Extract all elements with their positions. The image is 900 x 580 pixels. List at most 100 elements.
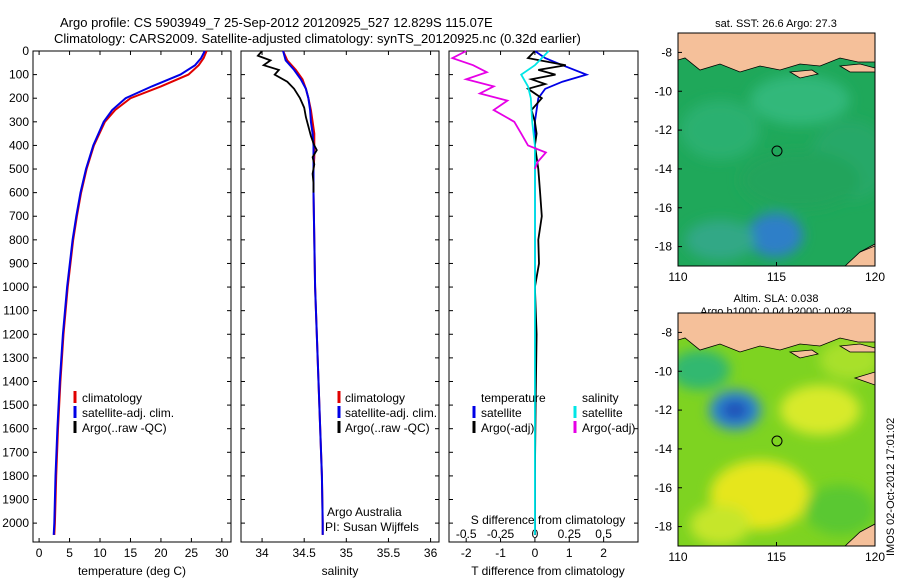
difference-xlabel: T difference from climatology bbox=[471, 564, 625, 578]
legend-label-satellite-s: satellite bbox=[582, 406, 623, 420]
salinity-legend: climatology satellite-adj. clim. Argo(..… bbox=[337, 391, 437, 435]
xtick-label: 5 bbox=[66, 546, 73, 560]
sla-map-axes: 110 115 120 -8 -10 -12 -14 -16 -18 bbox=[655, 325, 886, 564]
temperature-legend: climatology satellite-adj. clim. Argo(..… bbox=[73, 391, 174, 435]
xtick-label: 15 bbox=[124, 546, 138, 560]
xtick-label: -1 bbox=[495, 546, 506, 560]
map-ytick-label: -8 bbox=[661, 325, 672, 339]
ytick-label: 1100 bbox=[3, 304, 29, 318]
map-ytick-label: -10 bbox=[655, 84, 673, 98]
legend-label-argo: Argo(..raw -QC) bbox=[345, 421, 430, 435]
sla-argo-marker bbox=[771, 435, 783, 447]
xtick-label: 10 bbox=[93, 546, 107, 560]
map-xtick-label: 115 bbox=[767, 270, 786, 284]
map-ytick-label: -10 bbox=[655, 364, 673, 378]
series-line-satellite-adj-clim- bbox=[52, 50, 206, 535]
map-ytick-label: -18 bbox=[655, 240, 673, 254]
map-xtick-label: 120 bbox=[865, 270, 885, 284]
series-line-satellite-t bbox=[534, 50, 590, 535]
ytick-label: 700 bbox=[9, 209, 29, 223]
legend-label-satellite: satellite-adj. clim. bbox=[82, 406, 174, 420]
ytick-label: 2000 bbox=[2, 516, 29, 530]
ytick-label: 1200 bbox=[2, 327, 29, 341]
legend-label-satellite: satellite-adj. clim. bbox=[345, 406, 437, 420]
series-line-satellite-s bbox=[520, 50, 550, 535]
ytick-label: 500 bbox=[9, 162, 29, 176]
xtick-s-label: 0.5 bbox=[595, 527, 612, 541]
salinity-xlabel: salinity bbox=[322, 564, 359, 578]
xtick-label: 34 bbox=[255, 546, 269, 560]
sst-map-axes: 110 115 120 -8 -10 -12 -14 -16 -18 bbox=[655, 45, 886, 284]
series-line-argo-t bbox=[525, 50, 566, 535]
series-line-climatology bbox=[282, 50, 324, 535]
ytick-label: 1400 bbox=[2, 374, 29, 388]
xtick-s-label: -0.25 bbox=[487, 527, 515, 541]
temperature-chart: 0 5 10 15 20 25 300100200300400500600700800900… bbox=[2, 44, 231, 560]
xtick-label: 0 bbox=[36, 546, 43, 560]
legend-label-climatology: climatology bbox=[82, 391, 142, 405]
map-xtick-label: 115 bbox=[767, 550, 786, 564]
map-ytick-label: -12 bbox=[655, 123, 673, 137]
xtick-label: 30 bbox=[215, 546, 229, 560]
xtick-label: 35.5 bbox=[377, 546, 401, 560]
side-imos-stamp: IMOS 02-Oct-2012 17:01:02 bbox=[885, 418, 897, 556]
ytick-label: 1800 bbox=[2, 469, 29, 483]
difference-xlabel-top: S difference from climatology bbox=[471, 513, 626, 527]
difference-legend: temperature salinity satellite Argo(-adj… bbox=[472, 391, 635, 435]
xtick-label: 1 bbox=[566, 546, 573, 560]
ytick-label: 1900 bbox=[2, 493, 29, 507]
map-ytick-label: -14 bbox=[655, 442, 673, 456]
ytick-label: 200 bbox=[9, 91, 29, 105]
sst-map-image bbox=[678, 33, 875, 266]
xtick-label: 36 bbox=[424, 546, 438, 560]
series-line-argo-s bbox=[450, 50, 548, 170]
series-line-climatology bbox=[53, 50, 208, 535]
salinity-panel-frame bbox=[240, 50, 440, 543]
legend-label-satellite-t: satellite bbox=[481, 406, 522, 420]
sst-map-title: sat. SST: 26.6 Argo: 27.3 bbox=[715, 18, 837, 30]
map-ytick-label: -12 bbox=[655, 403, 673, 417]
xtick-label: -2 bbox=[461, 546, 472, 560]
salinity-chart: 34 34.5 35 35.5 36 bbox=[241, 50, 439, 560]
map-ytick-label: -16 bbox=[655, 201, 673, 215]
legend-title-salinity: salinity bbox=[582, 391, 619, 405]
series-line-argo-raw-qc- bbox=[256, 50, 318, 193]
xtick-label: 2 bbox=[600, 546, 607, 560]
map-xtick-label: 120 bbox=[865, 550, 885, 564]
map-ytick-label: -8 bbox=[661, 45, 672, 59]
difference-chart: -2 -1 0 1 2-0.5 -0.25 0 0.25 0.5 bbox=[449, 50, 638, 560]
temperature-xlabel: temperature (deg C) bbox=[78, 564, 186, 578]
ytick-label: 100 bbox=[9, 68, 29, 82]
figure-title-line2: Climatology: CARS2009. Satellite-adjuste… bbox=[54, 31, 581, 46]
map-ytick-label: -18 bbox=[655, 520, 673, 534]
ytick-label: 400 bbox=[9, 138, 29, 152]
xtick-s-label: -0.5 bbox=[456, 527, 477, 541]
map-xtick-label: 110 bbox=[668, 270, 687, 284]
legend-label-climatology: climatology bbox=[345, 391, 405, 405]
map-ytick-label: -14 bbox=[655, 162, 673, 176]
xtick-label: 0 bbox=[532, 546, 539, 560]
legend-title-temperature: temperature bbox=[481, 391, 546, 405]
figure-title-line1: Argo profile: CS 5903949_7 25-Sep-2012 2… bbox=[60, 15, 493, 30]
difference-panel-frame bbox=[448, 50, 639, 543]
xtick-label: 25 bbox=[185, 546, 199, 560]
ytick-label: 1700 bbox=[2, 445, 29, 459]
legend-label-argo-s: Argo(-adj) bbox=[582, 421, 635, 435]
annotation-pi: PI: Susan Wijffels bbox=[325, 520, 419, 534]
map-ytick-label: -16 bbox=[655, 481, 673, 495]
legend-label-argo: Argo(..raw -QC) bbox=[82, 421, 167, 435]
sla-map-title-line1: Altim. SLA: 0.038 bbox=[734, 293, 819, 305]
temperature-panel-frame bbox=[32, 50, 232, 543]
ytick-label: 1300 bbox=[2, 351, 29, 365]
xtick-label: 35 bbox=[340, 546, 354, 560]
ytick-label: 0 bbox=[22, 44, 29, 58]
sla-map-image bbox=[678, 313, 875, 546]
ytick-label: 1500 bbox=[2, 398, 29, 412]
ytick-label: 1000 bbox=[2, 280, 29, 294]
xtick-label: 20 bbox=[154, 546, 168, 560]
ytick-label: 800 bbox=[9, 233, 29, 247]
xtick-s-label: 0.25 bbox=[558, 527, 582, 541]
ytick-label: 900 bbox=[9, 256, 29, 270]
series-line-satellite-adj-clim- bbox=[282, 50, 324, 535]
